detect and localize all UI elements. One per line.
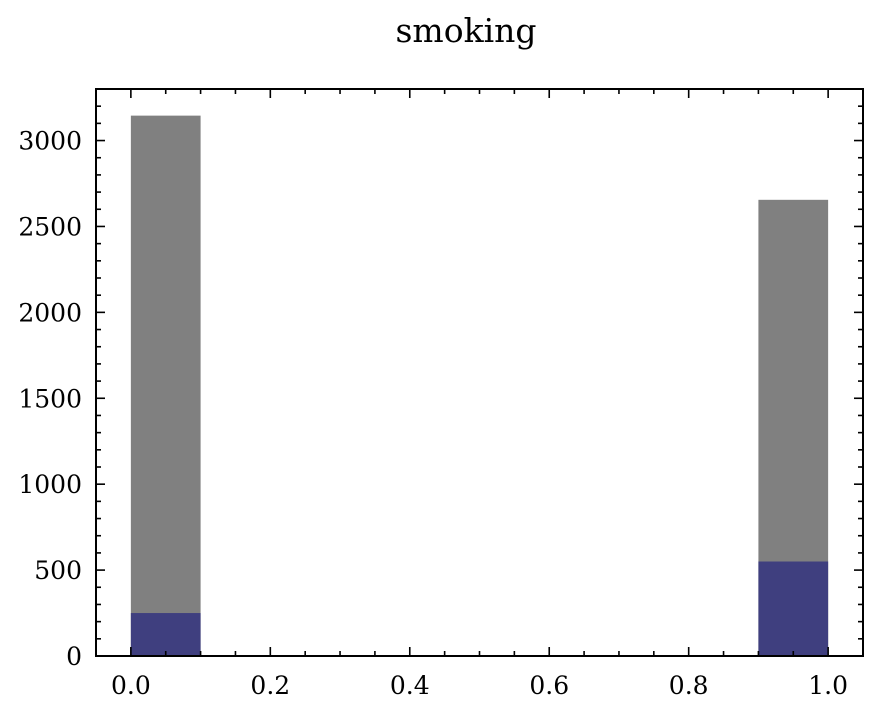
- x-tick-label: 0.2: [250, 671, 290, 700]
- x-tick-label: 0.0: [111, 671, 151, 700]
- chart-title: smoking: [395, 11, 536, 50]
- y-tick-label: 1500: [18, 384, 82, 413]
- y-tick-label: 500: [34, 556, 82, 585]
- bar-series-2-bin-2: [758, 561, 829, 656]
- x-tick-label: 0.8: [669, 671, 709, 700]
- plot-frame: [95, 88, 864, 657]
- bar-series-1-bin-1: [130, 115, 201, 656]
- bar-series-2-bin-1: [130, 613, 201, 656]
- ticks-layer: [95, 88, 864, 657]
- tick-labels-layer: 0.0 0.2 0.4 0.6 0.8 1.0 0 500 1000 1500 2000 2500 30…: [18, 127, 848, 700]
- y-tick-label: 3000: [18, 127, 82, 156]
- y-tick-label: 0: [66, 642, 82, 671]
- x-tick-label: 0.4: [390, 671, 430, 700]
- y-tick-label: 2500: [18, 212, 82, 241]
- x-tick-label: 0.6: [529, 671, 569, 700]
- bars-layer: [130, 115, 829, 656]
- x-tick-label: 1.0: [808, 671, 848, 700]
- y-tick-label: 1000: [18, 470, 82, 499]
- y-tick-label: 2000: [18, 298, 82, 327]
